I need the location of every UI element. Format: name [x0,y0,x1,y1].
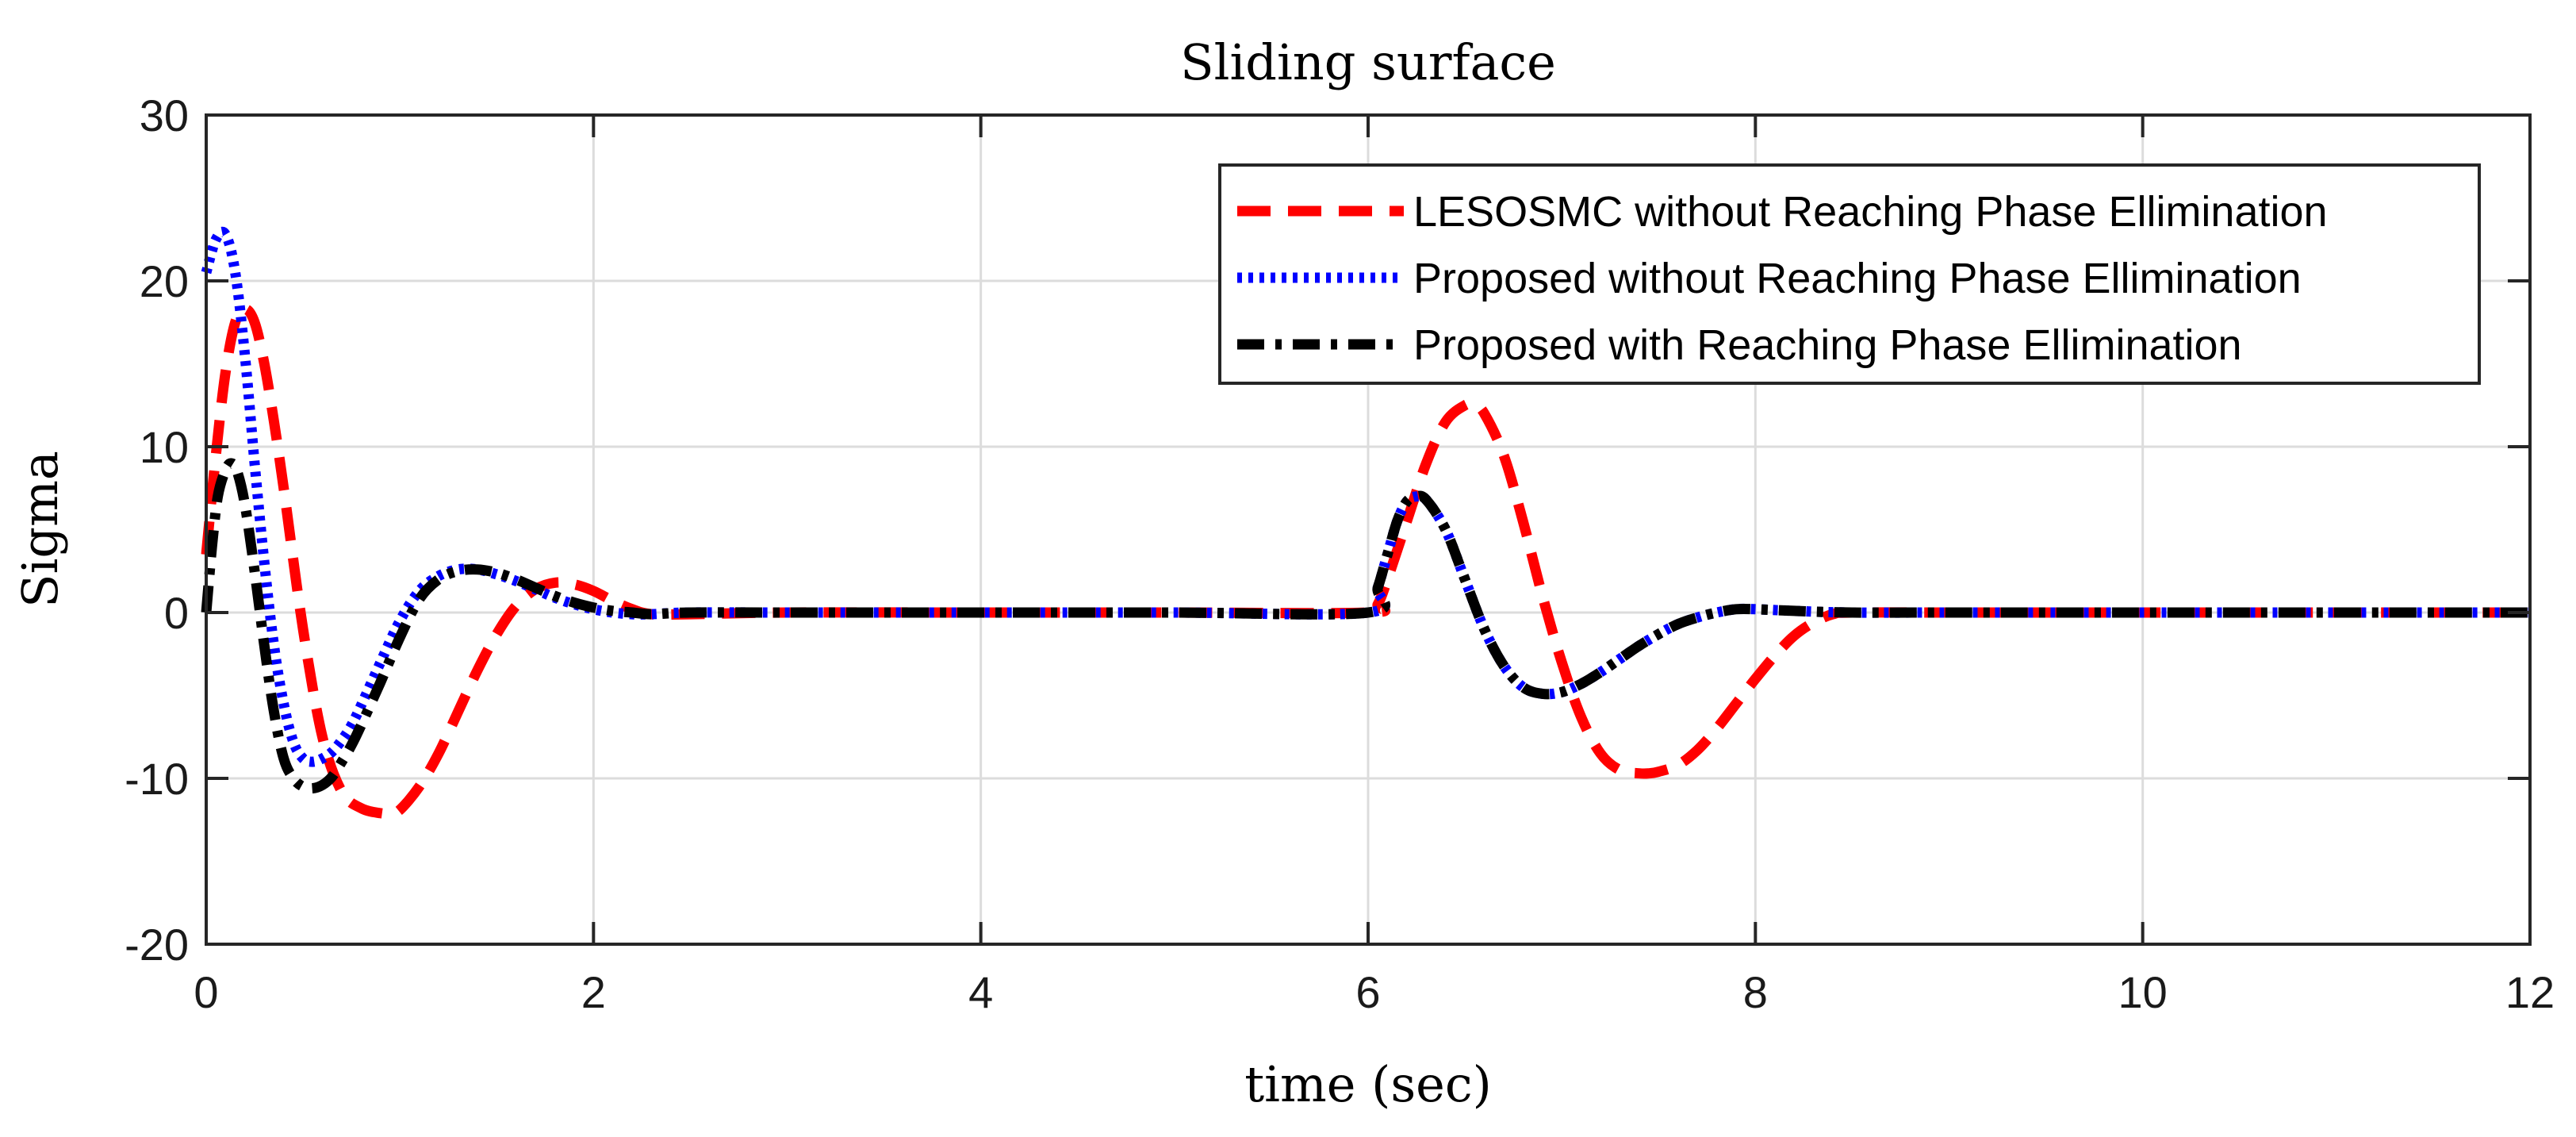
y-tick-label: -10 [125,754,189,804]
x-tick-label: 8 [1743,967,1768,1017]
chart-title: Sliding surface [1180,33,1556,91]
y-axis-label: Sigma [11,451,69,608]
x-tick-label: 10 [2118,967,2168,1017]
y-tick-label: 0 [164,588,189,638]
x-tick-label: 6 [1355,967,1380,1017]
x-tick-label: 2 [581,967,606,1017]
series-line-proposed-with [201,458,2530,794]
x-tick-label: 0 [194,967,218,1017]
y-tick-label: 10 [140,422,189,472]
y-tick-label: 20 [140,256,189,306]
x-tick-labels: 0 2 4 6 8 10 12 [194,967,2555,1017]
tick-marks [205,113,2532,946]
y-tick-label: 30 [140,90,189,140]
x-tick-label: 12 [2505,967,2555,1017]
x-tick-label: 4 [968,967,993,1017]
legend-box [1218,163,2481,385]
legend: LESOSMC without Reaching Phase Elliminat… [1218,163,2481,385]
legend-label-lesosmc: LESOSMC without Reaching Phase Elliminat… [1413,188,2328,236]
x-axis-label: time (sec) [1244,1055,1492,1113]
legend-label-proposed-without: Proposed without Reaching Phase Ellimina… [1413,255,2302,302]
legend-label-proposed-with: Proposed with Reaching Phase Elliminatio… [1413,321,2242,369]
y-tick-labels: -20 -10 0 10 20 30 [125,90,189,970]
series-group [201,226,2530,820]
y-tick-label: -20 [125,920,189,970]
